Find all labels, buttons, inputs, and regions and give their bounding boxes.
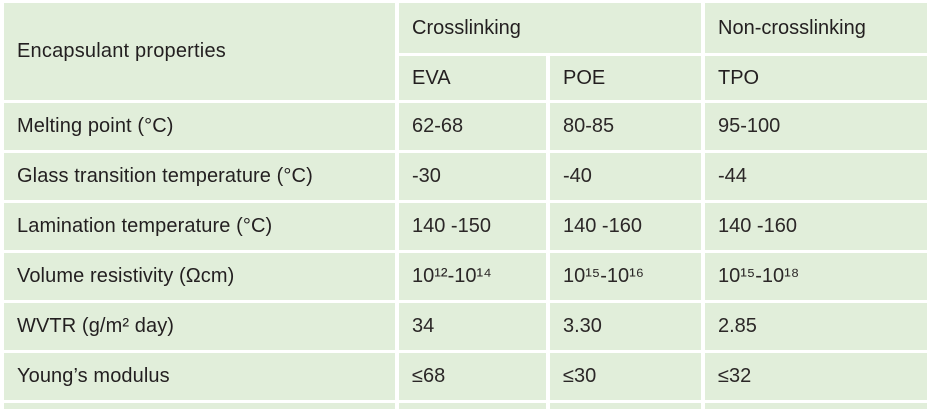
table-row-wvtr: WVTR (g/m² day) 34 3.30 2.85 xyxy=(4,303,927,350)
cell-value: 3.30 xyxy=(550,303,701,350)
cell-value: ≤32 xyxy=(705,353,927,400)
bottom-cap-cell xyxy=(550,403,701,409)
row-label: Volume resistivity (Ωcm) xyxy=(4,253,395,300)
cell-value: 10¹⁵-10¹⁶ xyxy=(550,253,701,300)
cell-value: 2.85 xyxy=(705,303,927,350)
group-header-crosslinking: Crosslinking xyxy=(399,3,701,53)
cell-value: 10¹⁵-10¹⁸ xyxy=(705,253,927,300)
table-bottom-cap-row xyxy=(4,403,927,409)
cell-value: 95-100 xyxy=(705,103,927,150)
table-row-volume-resistivity: Volume resistivity (Ωcm) 10¹²-10¹⁴ 10¹⁵-… xyxy=(4,253,927,300)
corner-header-encapsulant-properties: Encapsulant properties xyxy=(4,3,395,100)
table-row-melting-point: Melting point (°C) 62-68 80-85 95-100 xyxy=(4,103,927,150)
cell-value: 140 -160 xyxy=(550,203,701,250)
cell-value: 140 -160 xyxy=(705,203,927,250)
group-header-non-crosslinking: Non-crosslinking xyxy=(705,3,927,53)
table-header-material-row: EVA POE TPO xyxy=(4,56,927,100)
cell-value: 10¹²-10¹⁴ xyxy=(399,253,546,300)
row-label: Glass transition temperature (°C) xyxy=(4,153,395,200)
table-row-lamination-temperature: Lamination temperature (°C) 140 -150 140… xyxy=(4,203,927,250)
cell-value: -40 xyxy=(550,153,701,200)
cell-value: 140 -150 xyxy=(399,203,546,250)
cell-value: -30 xyxy=(399,153,546,200)
cell-value: -44 xyxy=(705,153,927,200)
cell-value: 62-68 xyxy=(399,103,546,150)
cell-value: 80-85 xyxy=(550,103,701,150)
row-label: Melting point (°C) xyxy=(4,103,395,150)
table-row-youngs-modulus: Young’s modulus ≤68 ≤30 ≤32 xyxy=(4,353,927,400)
table-row-glass-transition: Glass transition temperature (°C) -30 -4… xyxy=(4,153,927,200)
row-label: Lamination temperature (°C) xyxy=(4,203,395,250)
row-label: WVTR (g/m² day) xyxy=(4,303,395,350)
row-label: Young’s modulus xyxy=(4,353,395,400)
bottom-cap-cell xyxy=(399,403,546,409)
cell-value: ≤68 xyxy=(399,353,546,400)
column-header-tpo: TPO xyxy=(705,56,927,100)
table-header-group-row: Encapsulant properties Crosslinking Non-… xyxy=(4,3,927,100)
bottom-cap-cell xyxy=(705,403,927,409)
cell-value: 34 xyxy=(399,303,546,350)
cell-value: ≤30 xyxy=(550,353,701,400)
column-header-poe: POE xyxy=(550,56,701,100)
column-header-eva: EVA xyxy=(399,56,546,100)
bottom-cap-cell xyxy=(4,403,395,409)
